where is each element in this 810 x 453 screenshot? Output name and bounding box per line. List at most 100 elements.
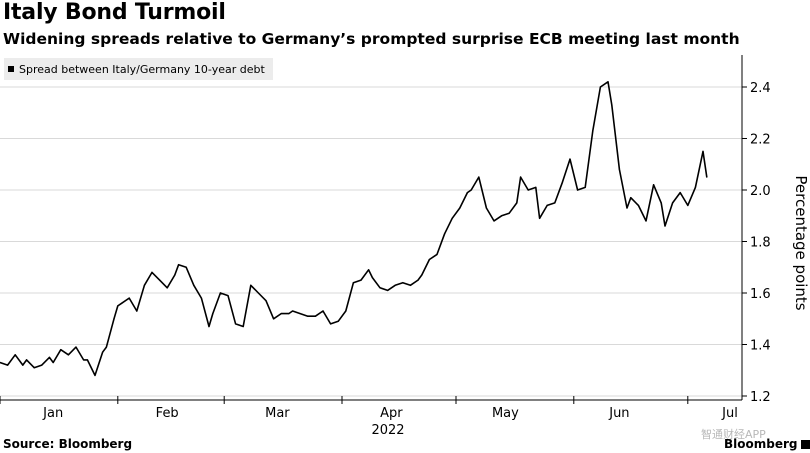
data-point	[26, 359, 28, 361]
data-point	[75, 346, 77, 348]
data-point	[706, 176, 708, 178]
data-point	[292, 310, 294, 312]
data-point	[288, 313, 290, 315]
x-tick-label-jan: Jan	[42, 406, 63, 421]
gridlines	[0, 86, 742, 397]
data-point	[265, 300, 267, 302]
data-point	[569, 158, 571, 160]
data-point	[166, 287, 168, 289]
x-tick-label-mar: Mar	[265, 406, 290, 421]
data-point	[250, 284, 252, 286]
data-point	[60, 349, 62, 351]
data-point	[159, 279, 161, 281]
data-point	[618, 168, 621, 170]
legend: Spread between Italy/Germany 10-year deb…	[4, 58, 273, 80]
data-point	[417, 279, 419, 281]
data-point	[52, 361, 54, 364]
data-point	[687, 204, 689, 206]
data-point	[546, 204, 548, 206]
y-tick-label: 1.8	[750, 236, 771, 251]
data-point	[535, 186, 537, 188]
data-point	[527, 189, 529, 191]
data-point	[653, 184, 655, 186]
tick-labels: 1.2 1.4 1.6 1.8 2.0 2.2 2.4 Jan Feb Mar Apr May Jun J…	[42, 81, 810, 438]
data-point	[143, 284, 145, 286]
data-point	[121, 302, 123, 304]
data-point	[273, 318, 275, 320]
data-point	[694, 186, 697, 188]
data-point	[307, 315, 309, 317]
series-layer	[0, 81, 708, 377]
data-point	[637, 204, 640, 206]
data-point	[508, 212, 510, 214]
y-tick-label: 2.4	[750, 81, 771, 96]
data-point	[299, 313, 301, 315]
data-point	[470, 189, 472, 191]
data-point	[672, 202, 674, 204]
data-point	[242, 325, 244, 328]
data-point	[102, 351, 104, 353]
data-point	[105, 346, 107, 348]
data-point	[592, 130, 594, 132]
data-point	[459, 207, 461, 209]
data-point	[193, 284, 195, 286]
data-point	[151, 271, 153, 273]
data-point	[679, 192, 681, 194]
data-point	[330, 323, 332, 325]
data-point	[345, 310, 347, 312]
data-point	[208, 325, 210, 328]
data-point	[83, 359, 85, 361]
data-point	[322, 310, 324, 312]
data-point	[212, 313, 214, 315]
data-point	[94, 374, 96, 376]
data-point	[48, 356, 51, 358]
data-point	[607, 81, 609, 83]
data-point	[0, 361, 1, 364]
data-point	[599, 86, 602, 88]
data-point	[630, 197, 632, 199]
data-point	[493, 220, 495, 222]
legend-label: Spread between Italy/Germany 10-year deb…	[19, 62, 265, 76]
data-point	[67, 354, 69, 356]
data-point	[520, 176, 522, 178]
data-point	[702, 150, 704, 152]
bloomberg-logo: Bloomberg	[724, 437, 810, 451]
data-point	[436, 253, 438, 255]
data-point	[41, 364, 43, 366]
data-point	[22, 364, 24, 366]
data-point	[117, 305, 119, 307]
chart-title: Italy Bond Turmoil	[3, 0, 226, 25]
data-point	[611, 104, 613, 106]
data-point	[113, 318, 115, 320]
data-point	[379, 287, 381, 289]
data-point	[444, 233, 446, 235]
data-point	[235, 323, 237, 325]
data-point	[280, 313, 282, 315]
y-axis-title: Percentage points	[792, 175, 810, 310]
data-point	[501, 215, 503, 217]
data-point	[128, 297, 130, 299]
x-tick-label-may: May	[492, 406, 519, 421]
data-point	[371, 277, 373, 279]
legend-swatch	[8, 66, 14, 72]
y-tick-label: 2.0	[750, 184, 771, 199]
data-point	[394, 284, 396, 286]
source-note: Source: Bloomberg	[3, 437, 133, 451]
brand-name: Bloomberg	[724, 437, 798, 451]
data-point	[577, 189, 579, 191]
data-point	[409, 284, 411, 286]
y-tick-label: 1.4	[750, 339, 771, 354]
series-line	[0, 81, 708, 377]
watermark: 智通财经APP	[701, 428, 766, 441]
data-point	[368, 269, 370, 271]
data-point	[421, 274, 423, 276]
data-point	[584, 186, 586, 188]
data-point	[626, 207, 628, 209]
y-tick-label: 1.2	[750, 390, 771, 405]
data-point	[178, 264, 180, 266]
x-tick-label-apr: Apr	[380, 406, 403, 421]
data-point	[664, 225, 666, 227]
data-point	[660, 202, 662, 204]
axes	[0, 55, 747, 404]
